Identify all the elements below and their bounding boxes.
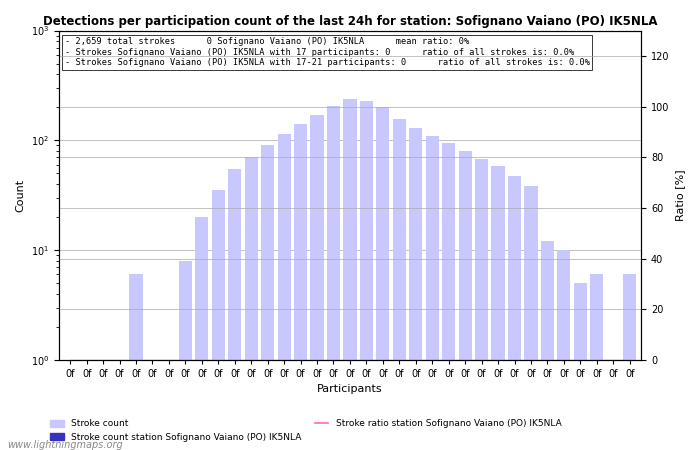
Stroke ratio station Sofignano Vaiano (PO) IK5NLA <box>412 357 420 363</box>
Stroke ratio station Sofignano Vaiano (PO) IK5NLA <box>66 357 74 363</box>
Bar <box>508 176 521 450</box>
Bar <box>327 106 340 450</box>
Bar <box>162 360 176 450</box>
Stroke ratio station Sofignano Vaiano (PO) IK5NLA <box>164 357 173 363</box>
Bar <box>244 158 258 450</box>
Stroke ratio station Sofignano Vaiano (PO) IK5NLA <box>197 357 206 363</box>
Legend: Stroke count, Stroke count station Sofignano Vaiano (PO) IK5NLA, Stroke ratio st: Stroke count, Stroke count station Sofig… <box>46 416 565 446</box>
Stroke ratio station Sofignano Vaiano (PO) IK5NLA <box>576 357 584 363</box>
Bar <box>491 166 505 450</box>
Bar <box>311 115 323 450</box>
Stroke ratio station Sofignano Vaiano (PO) IK5NLA <box>263 357 272 363</box>
Stroke ratio station Sofignano Vaiano (PO) IK5NLA <box>296 357 304 363</box>
Bar <box>458 151 472 450</box>
Title: Detections per participation count of the last 24h for station: Sofignano Vaiano: Detections per participation count of th… <box>43 15 657 28</box>
Bar <box>574 283 587 450</box>
Stroke ratio station Sofignano Vaiano (PO) IK5NLA <box>362 357 370 363</box>
Y-axis label: Ratio [%]: Ratio [%] <box>675 169 685 221</box>
Bar <box>277 134 290 450</box>
Bar <box>211 190 225 450</box>
X-axis label: Participants: Participants <box>317 384 383 395</box>
Bar <box>97 360 110 450</box>
Bar <box>541 242 554 450</box>
Stroke ratio station Sofignano Vaiano (PO) IK5NLA <box>83 357 91 363</box>
Text: www.lightningmaps.org: www.lightningmaps.org <box>7 440 122 450</box>
Stroke ratio station Sofignano Vaiano (PO) IK5NLA <box>116 357 124 363</box>
Bar <box>261 145 274 450</box>
Bar <box>410 128 422 450</box>
Bar <box>524 186 538 450</box>
Stroke ratio station Sofignano Vaiano (PO) IK5NLA <box>148 357 157 363</box>
Stroke ratio station Sofignano Vaiano (PO) IK5NLA <box>527 357 536 363</box>
Stroke ratio station Sofignano Vaiano (PO) IK5NLA <box>230 357 239 363</box>
Stroke ratio station Sofignano Vaiano (PO) IK5NLA <box>444 357 453 363</box>
Stroke ratio station Sofignano Vaiano (PO) IK5NLA <box>395 357 403 363</box>
Stroke ratio station Sofignano Vaiano (PO) IK5NLA <box>181 357 190 363</box>
Text: - 2,659 total strokes      0 Sofignano Vaiano (PO) IK5NLA      mean ratio: 0%
- : - 2,659 total strokes 0 Sofignano Vaiano… <box>64 37 589 67</box>
Stroke ratio station Sofignano Vaiano (PO) IK5NLA <box>99 357 107 363</box>
Bar <box>426 136 439 450</box>
Bar <box>442 143 455 450</box>
Stroke ratio station Sofignano Vaiano (PO) IK5NLA <box>313 357 321 363</box>
Bar <box>590 274 603 450</box>
Stroke ratio station Sofignano Vaiano (PO) IK5NLA <box>280 357 288 363</box>
Bar <box>623 274 636 450</box>
Stroke ratio station Sofignano Vaiano (PO) IK5NLA <box>346 357 354 363</box>
Bar <box>294 124 307 450</box>
Bar <box>80 360 93 450</box>
Bar <box>178 261 192 450</box>
Bar <box>344 99 356 450</box>
Bar <box>130 274 143 450</box>
Stroke ratio station Sofignano Vaiano (PO) IK5NLA <box>543 357 552 363</box>
Stroke ratio station Sofignano Vaiano (PO) IK5NLA <box>428 357 436 363</box>
Bar <box>146 360 159 450</box>
Bar <box>557 250 570 450</box>
Bar <box>377 107 389 450</box>
Stroke ratio station Sofignano Vaiano (PO) IK5NLA <box>626 357 634 363</box>
Bar <box>393 119 406 450</box>
Stroke ratio station Sofignano Vaiano (PO) IK5NLA <box>560 357 568 363</box>
Stroke ratio station Sofignano Vaiano (PO) IK5NLA <box>247 357 256 363</box>
Bar <box>228 169 242 450</box>
Stroke ratio station Sofignano Vaiano (PO) IK5NLA <box>132 357 140 363</box>
Stroke ratio station Sofignano Vaiano (PO) IK5NLA <box>477 357 486 363</box>
Stroke ratio station Sofignano Vaiano (PO) IK5NLA <box>593 357 601 363</box>
Bar <box>475 159 488 450</box>
Stroke ratio station Sofignano Vaiano (PO) IK5NLA <box>461 357 469 363</box>
Stroke ratio station Sofignano Vaiano (PO) IK5NLA <box>214 357 223 363</box>
Bar <box>195 217 209 450</box>
Bar <box>64 360 77 450</box>
Bar <box>113 360 126 450</box>
Stroke ratio station Sofignano Vaiano (PO) IK5NLA <box>329 357 337 363</box>
Stroke ratio station Sofignano Vaiano (PO) IK5NLA <box>510 357 519 363</box>
Bar <box>607 360 620 450</box>
Stroke ratio station Sofignano Vaiano (PO) IK5NLA <box>609 357 617 363</box>
Stroke ratio station Sofignano Vaiano (PO) IK5NLA <box>494 357 503 363</box>
Stroke ratio station Sofignano Vaiano (PO) IK5NLA <box>379 357 387 363</box>
Y-axis label: Count: Count <box>15 179 25 212</box>
Bar <box>360 101 373 450</box>
